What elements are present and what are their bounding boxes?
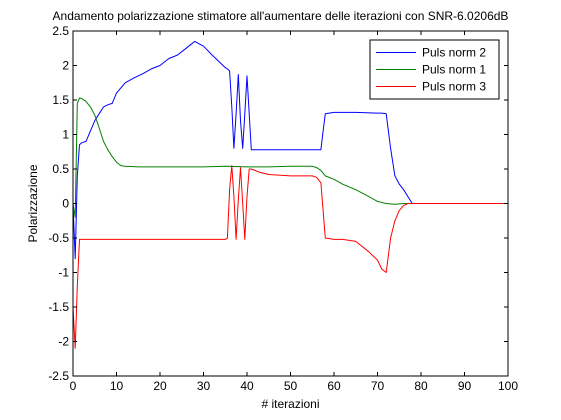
x-tick-label: 10 — [110, 379, 124, 393]
axes-layer: 0 10 20 30 40 50 60 70 80 90 100 -2.5 -2 -1.5 -1 -0.5 0 0… — [48, 24, 518, 393]
y-tick-label: -2.5 — [48, 369, 69, 383]
y-tick-label: 1 — [62, 128, 69, 142]
x-tick-label: 100 — [498, 379, 518, 393]
x-tick-label: 80 — [414, 379, 428, 393]
series-layer — [72, 40, 508, 349]
x-tick-label: 0 — [70, 379, 77, 393]
y-tick-label: 0 — [62, 197, 69, 211]
x-tick-label: 90 — [458, 379, 472, 393]
plot-frame — [72, 30, 509, 377]
y-tick-label: -1.5 — [48, 300, 69, 314]
legend-label: Puls norm 2 — [422, 46, 486, 60]
y-tick-label: -1 — [58, 266, 69, 280]
chart-title: Andamento polarizzazione stimatore all'a… — [53, 9, 509, 23]
x-tick-label: 20 — [153, 379, 167, 393]
legend-label: Puls norm 3 — [422, 80, 486, 94]
x-tick-label: 30 — [197, 379, 211, 393]
x-tick-label: 50 — [284, 379, 298, 393]
series-line-3 — [72, 165, 508, 349]
legend: Puls norm 2 Puls norm 1 Puls norm 3 — [369, 39, 500, 100]
y-tick-label: -0.5 — [48, 231, 69, 245]
series-line-1 — [72, 40, 508, 260]
y-tick-label: -2 — [58, 335, 69, 349]
y-tick-label: 0.5 — [52, 162, 69, 176]
x-axis-label: # iterazioni — [261, 397, 319, 411]
legend-label: Puls norm 1 — [422, 63, 486, 77]
y-tick-label: 2 — [62, 59, 69, 73]
y-tick-label: 1.5 — [52, 93, 69, 107]
y-axis-label: Polarizzazione — [26, 164, 40, 242]
legend-box — [369, 39, 500, 100]
x-tick-label: 60 — [327, 379, 341, 393]
x-tick-label: 40 — [240, 379, 254, 393]
x-tick-label: 70 — [371, 379, 385, 393]
y-tick-label: 2.5 — [52, 24, 69, 38]
series-line-2 — [72, 97, 508, 218]
